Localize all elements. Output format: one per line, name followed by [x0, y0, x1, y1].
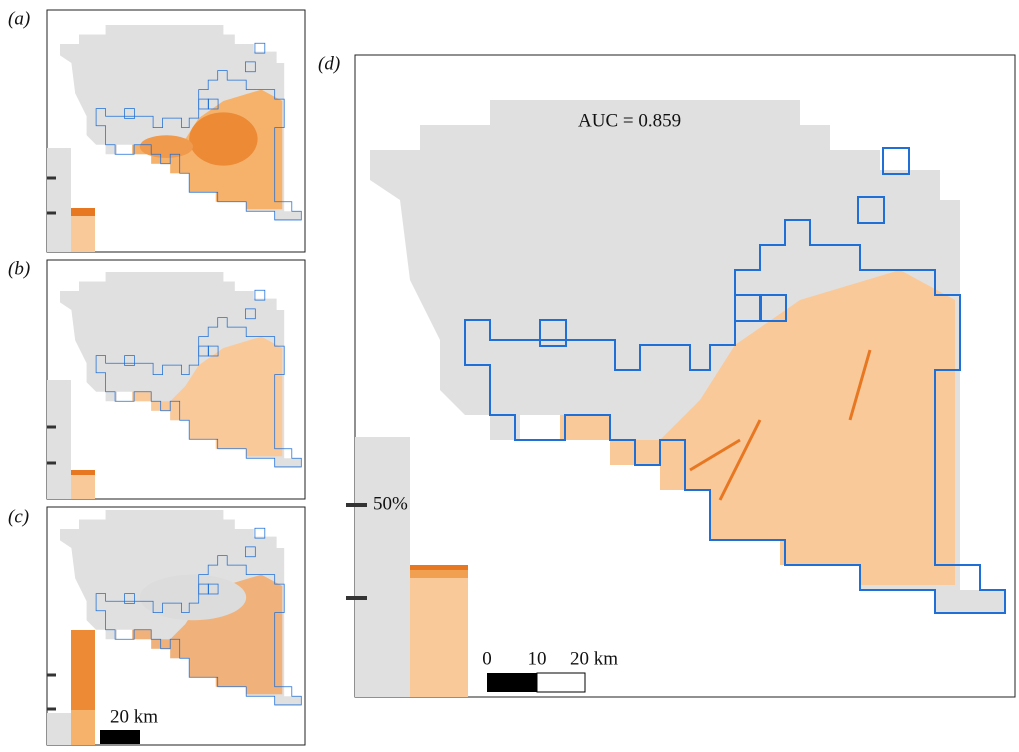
panel-label: (d)	[318, 53, 340, 74]
panel-label: (b)	[8, 258, 30, 279]
scale-bar	[537, 673, 585, 692]
legend-bar	[71, 470, 95, 475]
scale-label: 20 km	[570, 648, 618, 669]
map	[60, 510, 301, 705]
legend-bar	[71, 710, 95, 745]
legend-bar	[410, 565, 468, 697]
legend-bar	[71, 208, 95, 216]
panel-label: (a)	[8, 8, 30, 29]
legend-bar	[47, 380, 71, 499]
annotation: AUC = 0.859	[578, 110, 681, 131]
legend-bar	[355, 437, 410, 697]
scale-label: 10	[528, 648, 547, 669]
map	[370, 100, 1005, 613]
legend-bar	[47, 148, 71, 252]
legend-bar	[410, 570, 468, 578]
map	[60, 272, 301, 467]
legend-bar	[47, 713, 71, 745]
map	[60, 25, 301, 220]
scale-label: 20 km	[110, 706, 158, 727]
scale-label: 0	[482, 648, 492, 669]
panel-label: (c)	[8, 506, 29, 527]
figure: (a) (b) 20 km (c) 50% AUC = 0.859 0	[0, 0, 1019, 747]
scale-bar	[100, 730, 140, 744]
legend-label: 50%	[373, 493, 408, 514]
scale-bar	[487, 673, 537, 692]
legend-bar	[410, 565, 468, 570]
